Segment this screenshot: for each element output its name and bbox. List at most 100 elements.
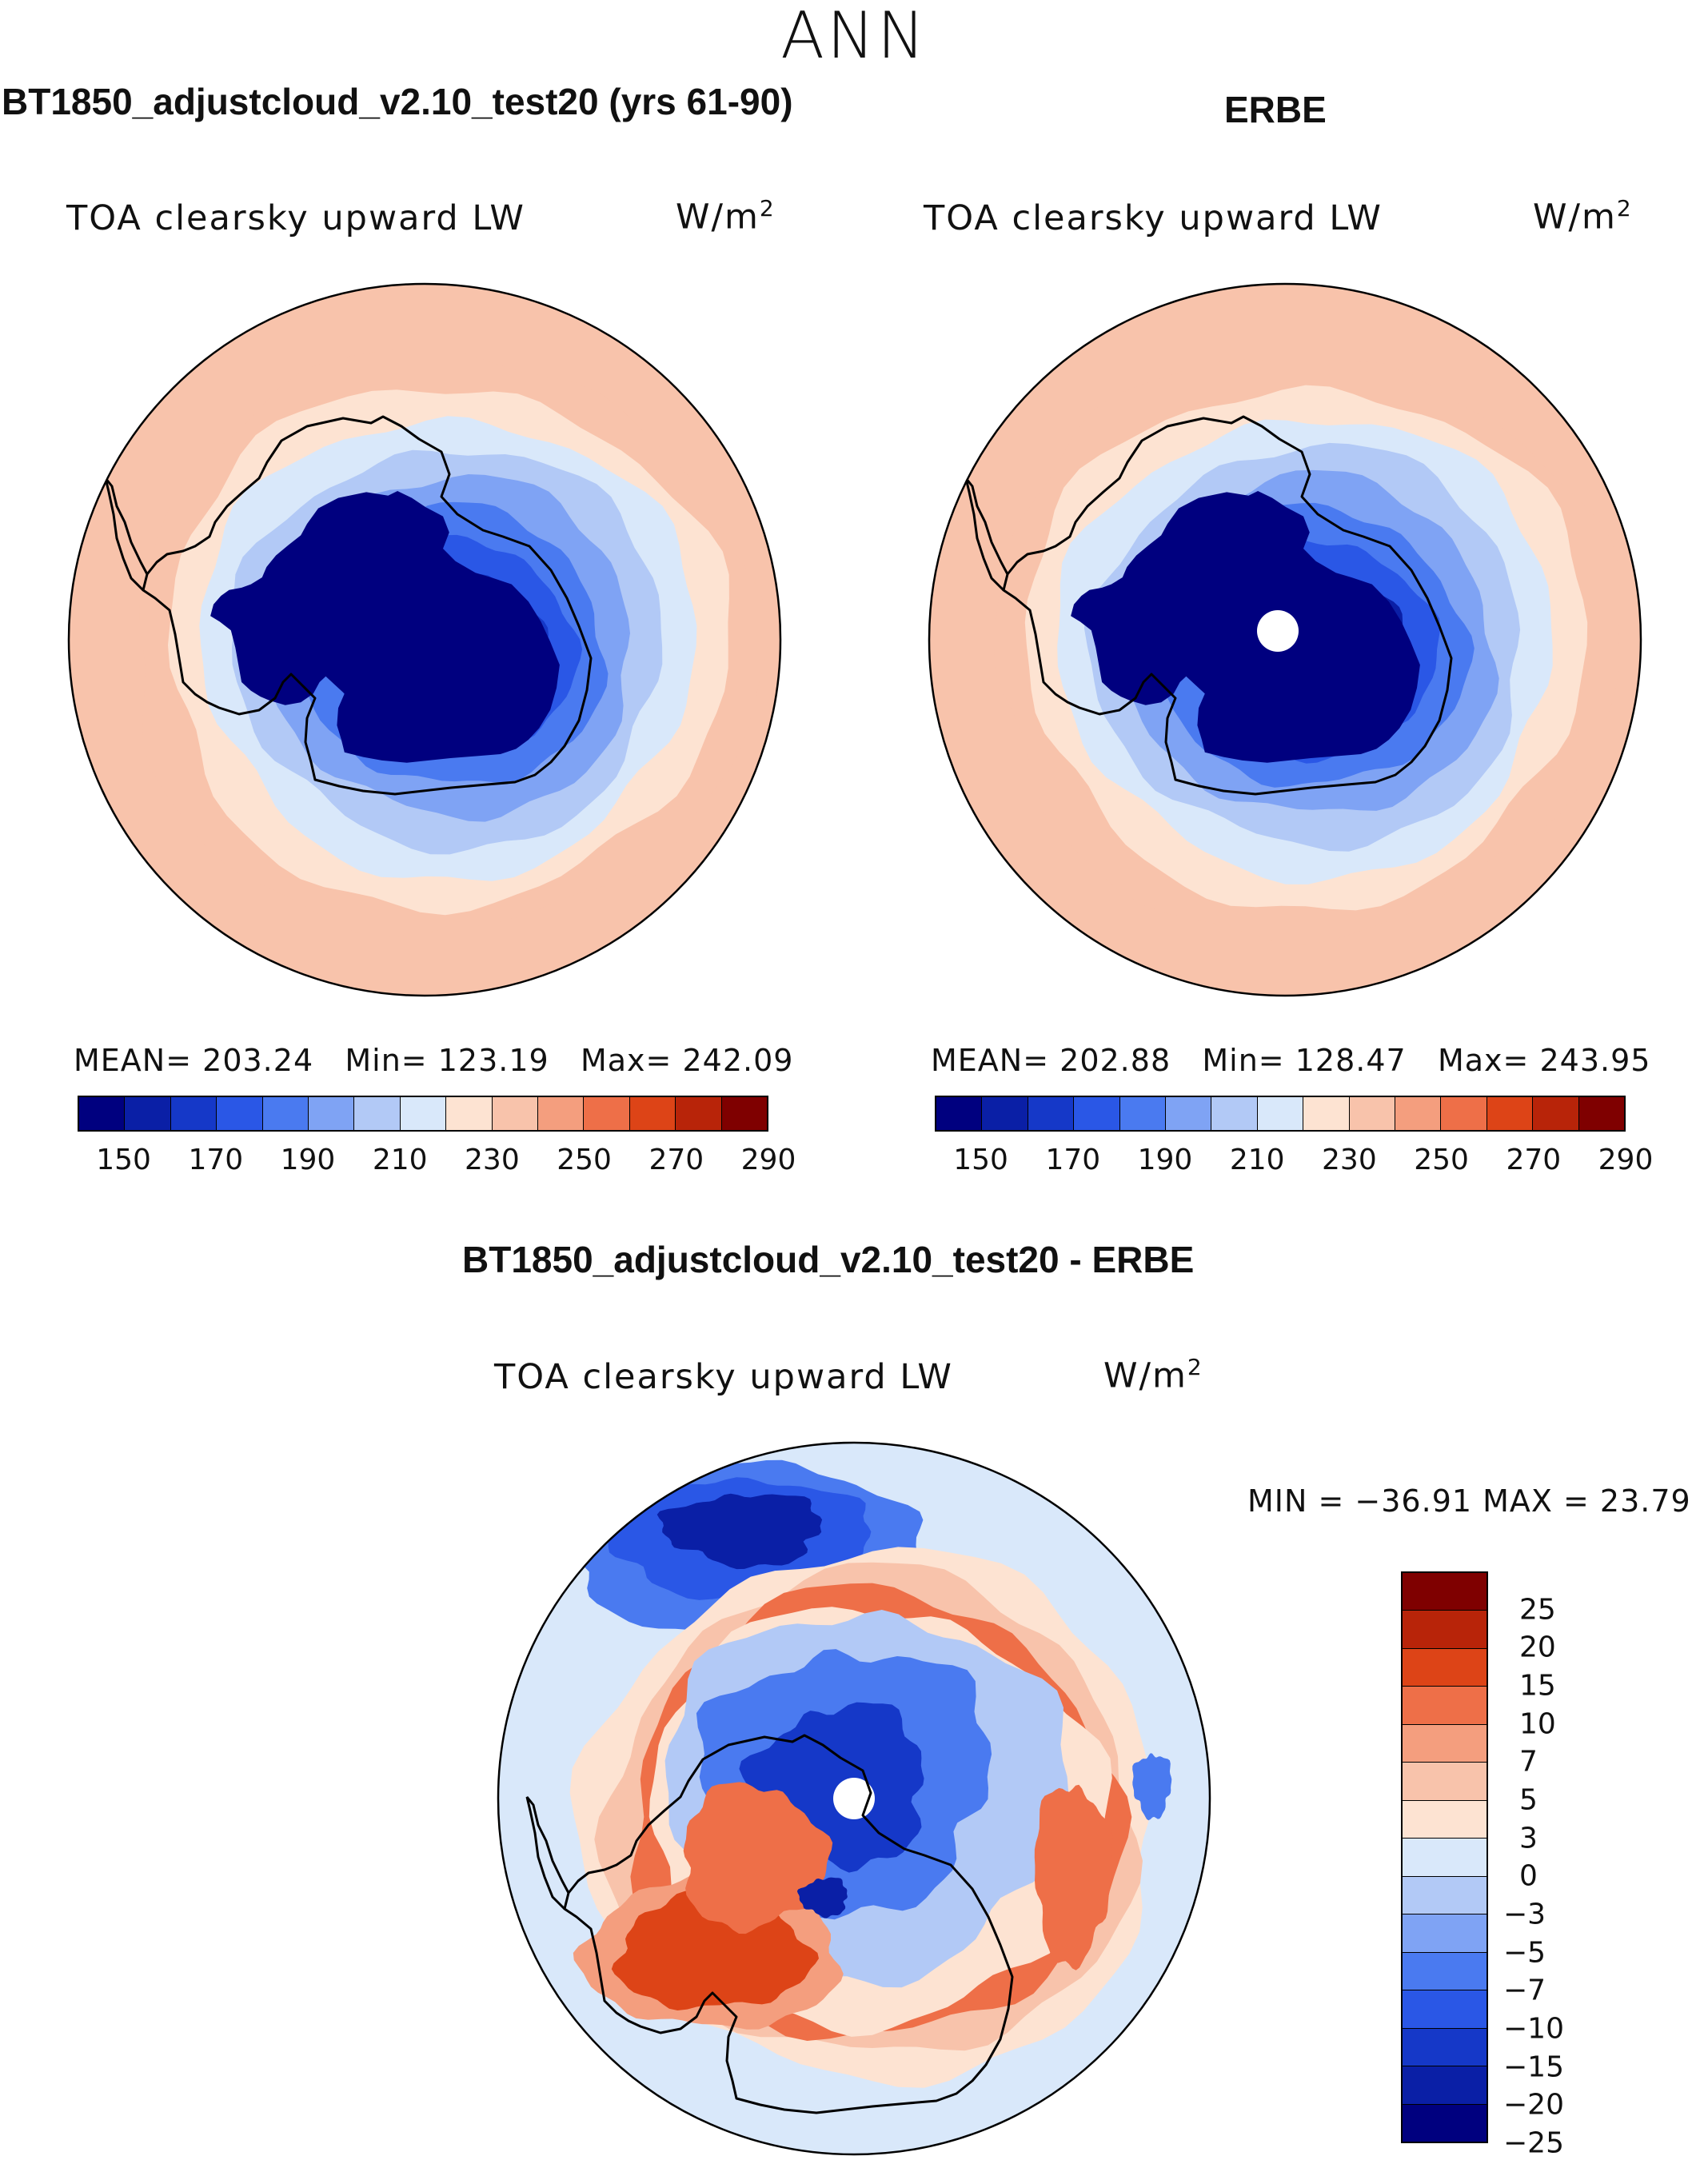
panel2-colorbar-swatch	[1441, 1097, 1487, 1130]
panel1-colorbar-swatch	[354, 1097, 401, 1130]
panel3-colorbar-swatch	[1403, 2066, 1487, 2105]
panel1-title: BT1850_adjustcloud_v2.10_test20 (yrs 61-…	[2, 81, 793, 122]
panel3-colorbar-tick: −7	[1503, 1974, 1546, 2007]
panel3-colorbar-tick: 15	[1519, 1669, 1556, 1703]
map-boundary	[67, 282, 782, 997]
panel3-colorbar-swatch	[1403, 1573, 1487, 1611]
panel1-max-label: Max=	[580, 1043, 672, 1078]
panel2-colorbar-swatch	[1028, 1097, 1075, 1130]
panel3-colorbar-swatch	[1403, 1876, 1487, 1915]
panel1-colorbar-swatch	[676, 1097, 722, 1130]
panel2-colorbar-swatch	[1257, 1097, 1304, 1130]
panel1-colorbar-swatch	[446, 1097, 493, 1130]
panel3-colorbar-tick: −5	[1503, 1936, 1546, 1970]
panel1-colorbar-swatch	[79, 1097, 126, 1130]
panel1-colorbar-tick: 290	[740, 1144, 796, 1176]
diff-blob	[796, 1877, 848, 1918]
panel3-colorbar-swatch	[1403, 1990, 1487, 2029]
panel1-colorbar-swatch	[492, 1097, 539, 1130]
panel1-colorbar-swatch	[400, 1097, 447, 1130]
panel1-min-label: Min=	[345, 1043, 428, 1078]
panel2-colorbar-tick: 210	[1229, 1144, 1285, 1176]
panel2-colorbar-swatch	[1487, 1097, 1534, 1130]
panel1-mean-value: 203.24	[202, 1043, 314, 1078]
panel3-variable: TOA clearsky upward LW	[494, 1357, 953, 1397]
panel3-colorbar-tick: 20	[1519, 1631, 1556, 1664]
panel1-colorbar-tick: 210	[372, 1144, 428, 1176]
panel2-max-label: Max=	[1437, 1043, 1530, 1078]
panel2-map	[928, 282, 1642, 997]
panel1-colorbar-swatch	[262, 1097, 309, 1130]
panel2-colorbar-tick: 150	[953, 1144, 1008, 1176]
panel3-colorbar-swatch	[1403, 1763, 1487, 1801]
panel1-colorbar-tick: 270	[648, 1144, 704, 1176]
panel2-max-value: 243.95	[1539, 1043, 1651, 1078]
panel2-mean-value: 202.88	[1060, 1043, 1171, 1078]
panel1-colorbar-swatch	[721, 1097, 768, 1130]
map-boundary	[928, 282, 1642, 997]
diff-blob	[656, 1493, 823, 1570]
panel2-colorbar-swatch	[1211, 1097, 1258, 1130]
panel3-colorbar-swatch	[1403, 1800, 1487, 1839]
panel2-colorbar-swatch	[1533, 1097, 1579, 1130]
panel2-variable: TOA clearsky upward LW	[924, 198, 1383, 238]
map-boundary	[497, 1441, 1211, 2156]
diff-blob	[1132, 1753, 1172, 1821]
panel2-colorbar-swatch	[936, 1097, 983, 1130]
panel1-min-value: 123.19	[437, 1043, 549, 1078]
map-field-group	[498, 1443, 1210, 2154]
diff-blob	[1034, 1784, 1113, 1970]
panel2-colorbar-tick: 270	[1506, 1144, 1562, 1176]
panel3-colorbar-swatch	[1403, 1611, 1487, 1649]
panel2-colorbar-tick: 230	[1322, 1144, 1377, 1176]
panel1-map	[67, 282, 782, 997]
panel3-colorbar-tick: −15	[1503, 2050, 1564, 2084]
panel1-mean-label: MEAN=	[74, 1043, 193, 1078]
panel1-stats: MEAN= 203.24 Min= 123.19 Max= 242.09	[74, 1043, 793, 1078]
panel2-colorbar-tick: 250	[1414, 1144, 1469, 1176]
panel1-colorbar-swatch	[538, 1097, 585, 1130]
panel3-units: W/m2	[1103, 1354, 1203, 1396]
panel1-colorbar-tick: 230	[465, 1144, 520, 1176]
panel2-colorbar-swatch	[982, 1097, 1028, 1130]
panel1-colorbar	[78, 1096, 768, 1132]
panel2-colorbar-ticks: 150 170 190 210 230 250 270 290	[935, 1144, 1653, 1180]
panel2-min-label: Min=	[1202, 1043, 1285, 1078]
panel2-title: ERBE	[1224, 89, 1327, 130]
panel2-colorbar-swatch	[1303, 1097, 1350, 1130]
panel2-colorbar-tick: 170	[1045, 1144, 1101, 1176]
panel2-min-value: 128.47	[1295, 1043, 1407, 1078]
panel1-colorbar-tick: 170	[188, 1144, 244, 1176]
panel2-colorbar-swatch	[1166, 1097, 1212, 1130]
panel3-colorbar-tick: 7	[1519, 1745, 1538, 1779]
panel3-colorbar-tick: −10	[1503, 2012, 1564, 2046]
panel3-colorbar-swatch	[1403, 1914, 1487, 1953]
antarctica-coastline	[142, 415, 593, 796]
panel1-colorbar-swatch	[125, 1097, 171, 1130]
panel1-max-value: 242.09	[682, 1043, 794, 1078]
panel1-colorbar-tick: 190	[280, 1144, 336, 1176]
panel3-title: BT1850_adjustcloud_v2.10_test20 - ERBE	[462, 1239, 1195, 1280]
panel1-variable: TOA clearsky upward LW	[66, 198, 525, 238]
panel2-colorbar-swatch	[1074, 1097, 1120, 1130]
panel2-colorbar-swatch	[1119, 1097, 1167, 1130]
panel3-colorbar-swatch	[1403, 1952, 1487, 1991]
panel2-colorbar-tick: 290	[1598, 1144, 1654, 1176]
panel3-colorbar-ticks: 25 20 15 10 7 5 3 0 −3 −5 −7 −10 −15 −20 −25	[1503, 1571, 1599, 2159]
diff-blob	[683, 1782, 833, 1934]
panel3-colorbar-swatch	[1403, 2104, 1487, 2142]
panel3-colorbar-swatch	[1403, 1724, 1487, 1763]
figure-title: ANN	[780, 0, 928, 73]
panel1-colorbar-swatch	[584, 1097, 630, 1130]
panel3-map	[497, 1441, 1211, 2156]
pole-missing-data	[1257, 610, 1299, 652]
panel1-colorbar-tick: 250	[557, 1144, 612, 1176]
panel1-units: W/m2	[676, 195, 776, 238]
panel2-colorbar	[935, 1096, 1626, 1132]
map-field-group	[929, 284, 1641, 996]
panel3-colorbar-tick: −3	[1503, 1898, 1546, 1931]
panel1-colorbar-tick: 150	[96, 1144, 151, 1176]
panel3-colorbar-tick: −20	[1503, 2088, 1564, 2122]
panel2-colorbar-swatch	[1395, 1097, 1442, 1130]
panel2-stats: MEAN= 202.88 Min= 128.47 Max= 243.95	[931, 1043, 1650, 1078]
